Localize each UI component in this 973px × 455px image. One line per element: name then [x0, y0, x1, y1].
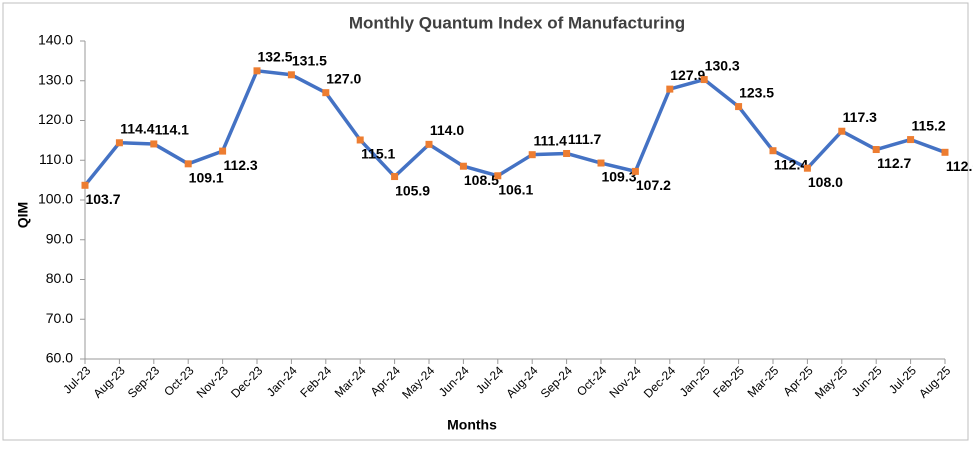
chart-frame — [2, 2, 969, 441]
point-marker — [700, 76, 708, 84]
y-tick-label: 80.0 — [46, 270, 73, 286]
point-marker — [322, 89, 330, 97]
point-marker — [391, 173, 399, 181]
point-marker — [563, 149, 571, 157]
y-tick-label: 120.0 — [38, 111, 73, 127]
data-label: 127.0 — [326, 70, 361, 86]
point-marker — [872, 146, 880, 154]
y-tick-label: 130.0 — [38, 71, 73, 87]
data-label: 123.5 — [739, 84, 774, 100]
data-label: 108.0 — [808, 174, 843, 190]
y-tick-label: 60.0 — [46, 350, 73, 366]
point-marker — [150, 140, 158, 148]
data-label: 131.5 — [292, 52, 327, 68]
series-line — [83, 69, 946, 187]
point-marker — [528, 151, 536, 159]
point-marker — [459, 162, 467, 170]
point-marker — [838, 127, 846, 135]
point-marker — [941, 148, 949, 156]
point-marker — [425, 140, 433, 148]
point-marker — [184, 160, 192, 168]
y-axis-title: QIM — [15, 202, 31, 228]
data-label: 127.9 — [670, 67, 705, 83]
data-label: 107.2 — [636, 177, 671, 193]
point-marker — [735, 103, 743, 111]
data-label: 111.7 — [568, 131, 602, 147]
point-marker — [81, 181, 89, 189]
data-label: 114.0 — [430, 122, 464, 138]
point-marker — [597, 159, 605, 167]
data-label: 111.4 — [533, 132, 567, 148]
data-label: 114.1 — [155, 122, 189, 138]
x-axis-title: Months — [447, 417, 497, 433]
y-tick-label: 110.0 — [39, 151, 73, 167]
data-label: 108.5 — [464, 172, 499, 188]
point-marker — [631, 167, 639, 175]
data-label: 130.3 — [705, 57, 740, 73]
point-marker — [356, 136, 364, 144]
data-label: 105.9 — [395, 182, 430, 198]
point-marker — [769, 147, 777, 155]
y-tick-label: 90.0 — [46, 230, 73, 246]
point-marker — [219, 147, 227, 155]
point-marker — [907, 136, 915, 144]
y-tick-label: 140.0 — [38, 32, 73, 48]
data-label: 106.1 — [498, 181, 533, 197]
data-label: 109.1 — [189, 170, 224, 186]
data-label: 117.3 — [843, 109, 877, 125]
data-label: 112.7 — [877, 155, 911, 171]
data-label: 132.5 — [257, 49, 292, 65]
point-marker — [494, 172, 502, 180]
point-marker — [115, 139, 123, 147]
point-marker — [803, 164, 811, 172]
data-label: 103.7 — [85, 191, 120, 207]
point-marker — [287, 71, 295, 79]
data-label: 112.4 — [774, 156, 808, 172]
data-label: 115.2 — [911, 117, 945, 133]
chart-title: Monthly Quantum Index of Manufacturing — [349, 13, 685, 32]
y-tick-label: 100.0 — [38, 191, 73, 207]
data-label: 114.4 — [120, 120, 154, 136]
data-label: 112.3 — [223, 157, 257, 173]
data-label: 109.3 — [601, 169, 636, 185]
data-label: 115.1 — [361, 146, 395, 162]
point-marker — [666, 85, 674, 93]
data-label: 112.0 — [946, 158, 973, 174]
y-tick-label: 70.0 — [46, 310, 73, 326]
point-marker — [253, 67, 261, 75]
